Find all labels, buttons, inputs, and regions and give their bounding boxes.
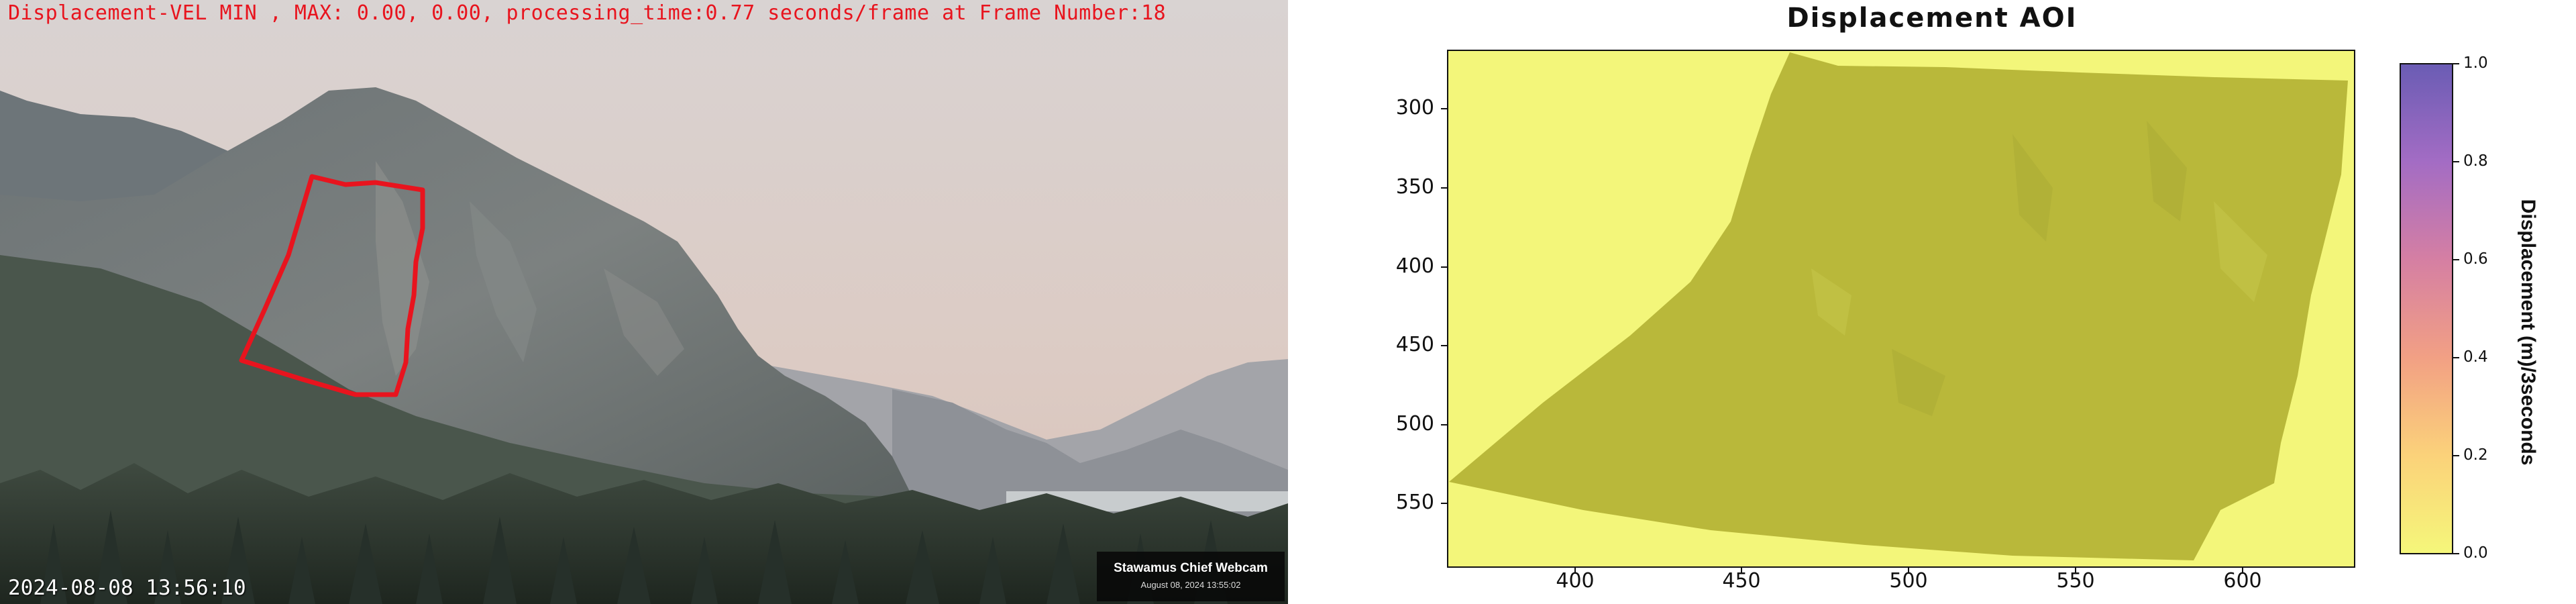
y-tick-label: 350 [1395,175,1434,199]
colorbar-tick-label: 0.6 [2463,250,2488,268]
colorbar-tick-label: 0.4 [2463,348,2488,366]
displacement-status-text: Displacement-VEL MIN , MAX: 0.00, 0.00, … [8,1,1167,25]
colorbar-tick-label: 1.0 [2463,54,2488,72]
y-tick-label: 500 [1395,412,1434,436]
x-tick-label: 600 [2223,569,2262,593]
webcam-badge: Stawamus Chief Webcam August 08, 2024 13… [1097,552,1285,601]
x-tick-label: 550 [2056,569,2095,593]
x-tick-label: 400 [1556,569,1595,593]
y-tick-label: 300 [1395,96,1434,119]
roi-polygon [239,174,425,397]
displacement-plot-panel: Displacement AOI [1288,0,2576,604]
colorbar-tick-label: 0.2 [2463,446,2488,464]
y-tick-label: 450 [1395,333,1434,356]
webcam-badge-date: August 08, 2024 13:55:02 [1140,580,1241,590]
y-tick-label: 550 [1395,491,1434,514]
frame-timestamp: 2024-08-08 13:56:10 [8,576,246,600]
webcam-badge-title: Stawamus Chief Webcam [1114,561,1268,575]
colorbar-tick-label: 0.0 [2463,544,2488,562]
webcam-frame: Displacement-VEL MIN , MAX: 0.00, 0.00, … [0,0,1288,604]
x-tick-label: 450 [1722,569,1761,593]
webcam-scene-image [0,0,1288,604]
x-tick-label: 500 [1889,569,1928,593]
y-tick-label: 400 [1395,254,1434,278]
colorbar-label: Displacement (m)/3seconds [2517,199,2539,466]
colorbar-tick-label: 0.8 [2463,152,2488,170]
plot-title: Displacement AOI [1786,3,2078,34]
